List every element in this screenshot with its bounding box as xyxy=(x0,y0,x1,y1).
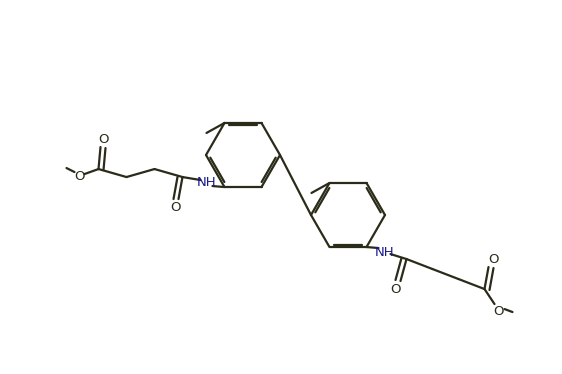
Text: O: O xyxy=(74,169,85,183)
Text: O: O xyxy=(170,200,181,214)
Text: O: O xyxy=(488,252,498,266)
Text: NH: NH xyxy=(375,246,395,258)
Text: O: O xyxy=(493,304,504,318)
Text: O: O xyxy=(98,132,109,145)
Text: O: O xyxy=(390,282,401,295)
Text: NH: NH xyxy=(197,175,216,188)
